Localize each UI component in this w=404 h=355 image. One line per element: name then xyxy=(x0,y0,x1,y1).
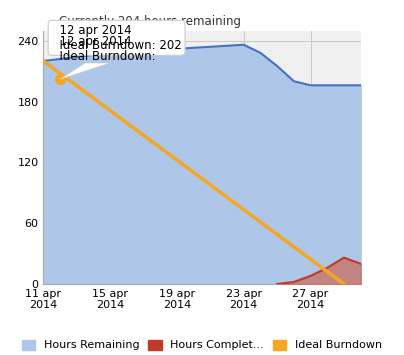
Legend: Hours Remaining, Hours Complet..., Ideal Burndown: Hours Remaining, Hours Complet..., Ideal… xyxy=(17,335,387,355)
Polygon shape xyxy=(60,63,110,79)
Polygon shape xyxy=(43,61,344,284)
Text: 12 apr 2014
  Ideal Burndown:: 12 apr 2014 Ideal Burndown: xyxy=(52,35,159,63)
Text: Currently 204 hours remaining: Currently 204 hours remaining xyxy=(59,15,241,28)
Text: 12 apr 2014
  Ideal Burndown: 202: 12 apr 2014 Ideal Burndown: 202 xyxy=(52,24,181,78)
